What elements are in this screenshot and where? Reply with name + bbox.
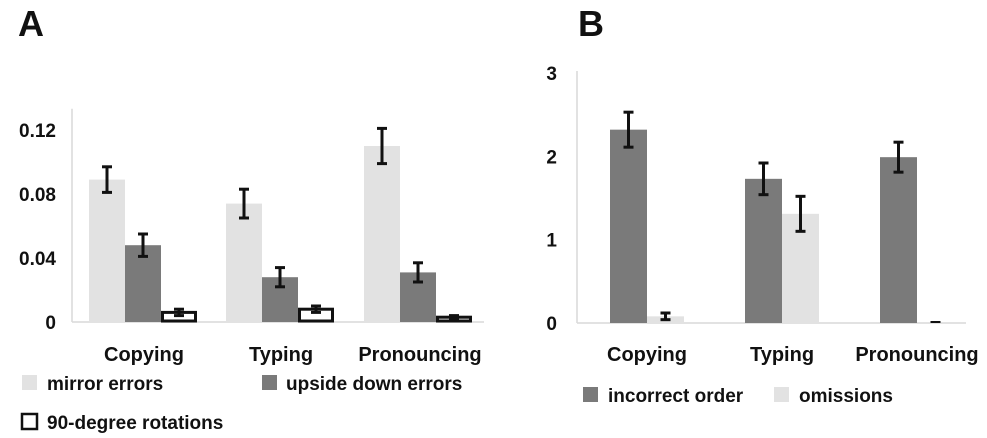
panel-a-legend-label: upside down errors — [286, 374, 462, 395]
panel-b-error-bar — [893, 140, 904, 174]
panel-a-category-label: Pronouncing — [358, 344, 481, 366]
panel-a-category-label: Copying — [104, 344, 184, 366]
panel-a-legend-swatch — [22, 375, 37, 390]
panel-letter-b: B — [578, 3, 604, 44]
panel-b-error-bar — [623, 110, 634, 149]
panel-b-legend-swatch — [583, 387, 598, 402]
panel-b-error-bar — [758, 161, 769, 197]
panel-a-legend-swatch — [20, 412, 39, 431]
panel-a-y-tick-label: 0.12 — [19, 121, 56, 142]
panel-b-legend-label: incorrect order — [608, 386, 744, 407]
panel-a-bar — [364, 146, 400, 322]
chart-panel-b: 0 1 2 3 Copying Typing Pronouncing incorrect or… — [546, 64, 978, 407]
panel-a-y-tick-label: 0.04 — [19, 249, 56, 270]
panel-b-error-bar — [795, 194, 806, 233]
panel-b-legend-item: omissions — [774, 386, 893, 407]
panel-a-bar — [125, 245, 161, 322]
panel-a-legend-item: upside down errors — [262, 374, 462, 395]
panel-a-bar — [89, 179, 125, 322]
panel-letter-a: A — [18, 3, 44, 44]
panel-a-error-bar — [413, 261, 423, 284]
chart-panel-a: 0 0.04 0.08 0.12 Copying Typing Pronouncing mir… — [19, 108, 484, 434]
panel-a-bar — [226, 203, 262, 322]
panel-a-error-bar — [239, 187, 249, 220]
panel-a-error-bar — [377, 126, 387, 166]
panel-a-error-bar — [138, 232, 148, 258]
panel-a-error-bar — [275, 266, 285, 289]
panel-a-error-bar — [102, 165, 112, 194]
panel-b-bar — [610, 129, 647, 323]
panel-a-legend-item: mirror errors — [22, 374, 163, 395]
panel-a-legend-item: 90-degree rotations — [20, 412, 223, 434]
panel-b-category-label: Copying — [607, 344, 687, 366]
panel-b-bar — [745, 178, 782, 323]
panel-b-legend-swatch — [774, 387, 789, 402]
panel-b-y-tick-label: 3 — [546, 64, 557, 85]
panel-b-legend-label: omissions — [799, 386, 893, 407]
panel-b-y-tick-label: 1 — [546, 231, 557, 252]
panel-a-y-tick-label: 0.08 — [19, 185, 56, 206]
panel-b-category-label: Pronouncing — [855, 344, 978, 366]
panel-a-error-bar — [449, 314, 459, 321]
panel-a-y-tick-label: 0 — [45, 313, 56, 334]
panel-b-legend-item: incorrect order — [583, 386, 744, 407]
panel-a-error-bar — [174, 307, 184, 318]
panel-a-legend-label: 90-degree rotations — [47, 413, 223, 434]
panel-b-error-bar — [660, 311, 671, 322]
panel-b-bar — [880, 157, 917, 323]
panel-b-y-tick-label: 2 — [546, 147, 557, 168]
panel-b-category-label: Typing — [750, 344, 814, 366]
panel-b-y-tick-label: 0 — [546, 314, 557, 335]
panel-a-legend-label: mirror errors — [47, 374, 163, 395]
panel-a-legend-swatch — [262, 375, 277, 390]
panel-a-error-bar — [311, 304, 321, 314]
panel-a-category-label: Typing — [249, 344, 313, 366]
